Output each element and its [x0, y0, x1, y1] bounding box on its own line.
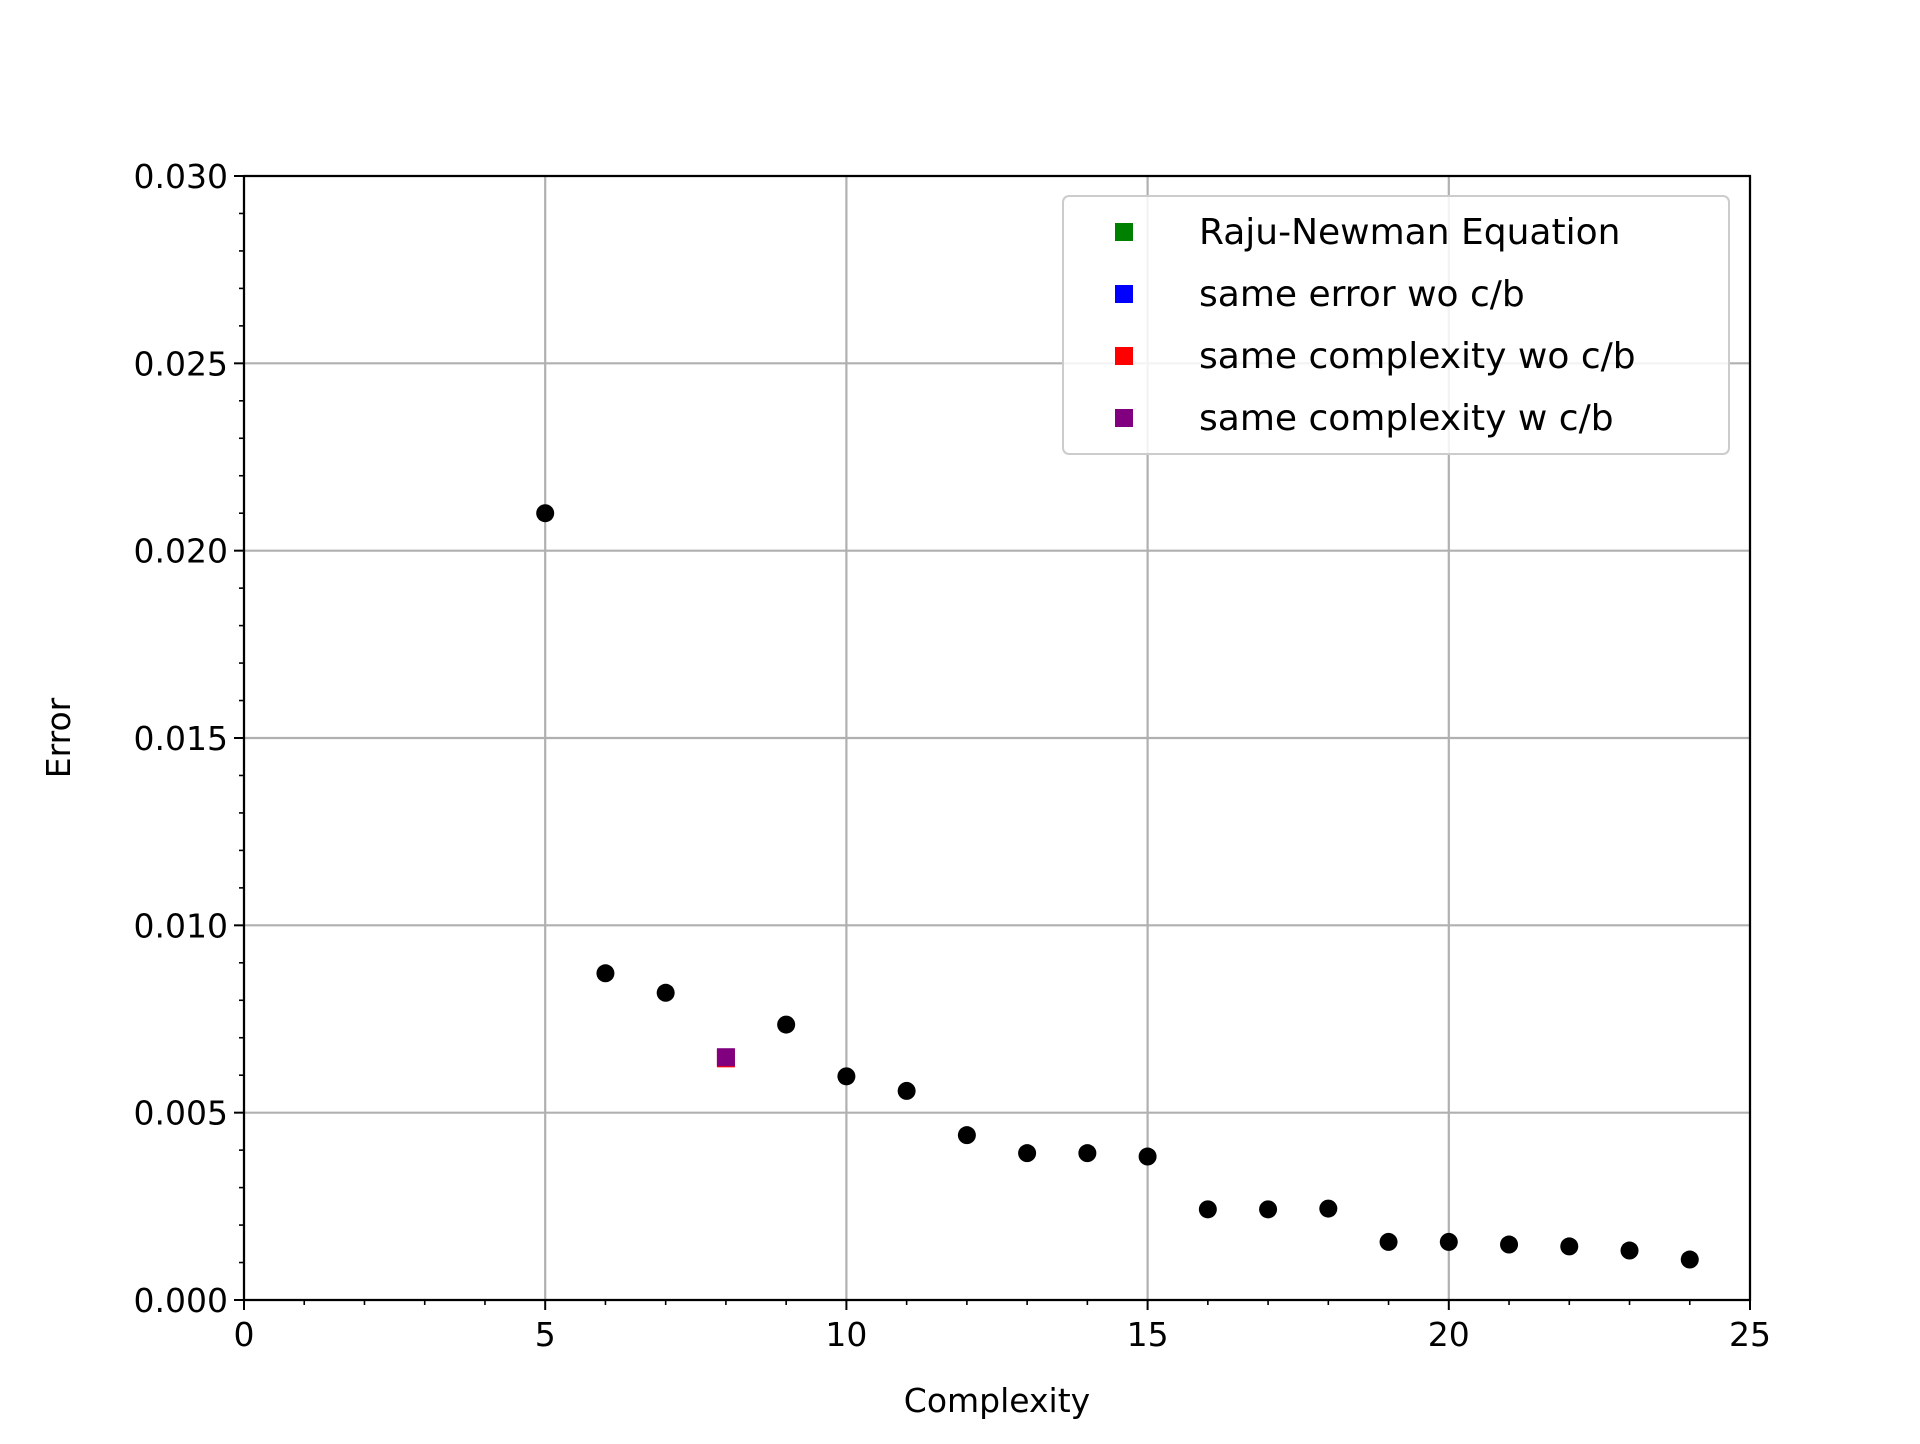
x-tick-label: 10 [825, 1315, 867, 1354]
data-point [596, 964, 615, 983]
x-tick-label: 20 [1428, 1315, 1470, 1354]
data-point [656, 983, 675, 1002]
legend-swatch [1115, 409, 1133, 427]
y-tick-label: 0.015 [134, 719, 228, 758]
y-tick-label: 0.030 [134, 157, 228, 196]
legend-swatch [1115, 347, 1133, 365]
y-tick-label: 0.000 [134, 1281, 228, 1320]
data-point [957, 1126, 976, 1145]
legend-label: same error wo c/b [1199, 274, 1525, 315]
data-point [777, 1015, 796, 1034]
y-tick-label: 0.005 [134, 1094, 228, 1133]
data-point [536, 504, 555, 523]
data-point [1078, 1144, 1097, 1163]
data-point [1379, 1232, 1398, 1251]
data-point [837, 1067, 856, 1086]
data-point [1319, 1199, 1338, 1218]
data-point [1259, 1200, 1278, 1219]
data-point [1018, 1144, 1037, 1163]
legend-box [1062, 195, 1730, 455]
x-axis-label: Complexity [904, 1381, 1090, 1420]
data-point [1620, 1241, 1639, 1260]
x-tick-label: 0 [234, 1315, 255, 1354]
series-marker [716, 1048, 735, 1067]
data-point [1138, 1147, 1157, 1166]
y-tick-label: 0.010 [134, 906, 228, 945]
legend-swatch [1115, 285, 1133, 303]
x-tick-label: 25 [1729, 1315, 1771, 1354]
y-tick-label: 0.025 [134, 344, 228, 383]
legend-label: same complexity w c/b [1199, 398, 1614, 439]
y-tick-label: 0.020 [134, 532, 228, 571]
data-point [897, 1081, 916, 1100]
data-point [1439, 1232, 1458, 1251]
data-point [1500, 1235, 1519, 1254]
data-point [1680, 1250, 1699, 1269]
data-point [1198, 1200, 1217, 1219]
legend-label: Raju-Newman Equation [1199, 212, 1620, 253]
x-tick-label: 5 [535, 1315, 556, 1354]
plot-frame [242, 174, 1752, 1302]
legend-label: same complexity wo c/b [1199, 336, 1636, 377]
x-tick-label: 15 [1127, 1315, 1169, 1354]
legend-swatch [1115, 223, 1133, 241]
y-axis-label: Error [39, 697, 78, 778]
data-point [1560, 1237, 1579, 1256]
